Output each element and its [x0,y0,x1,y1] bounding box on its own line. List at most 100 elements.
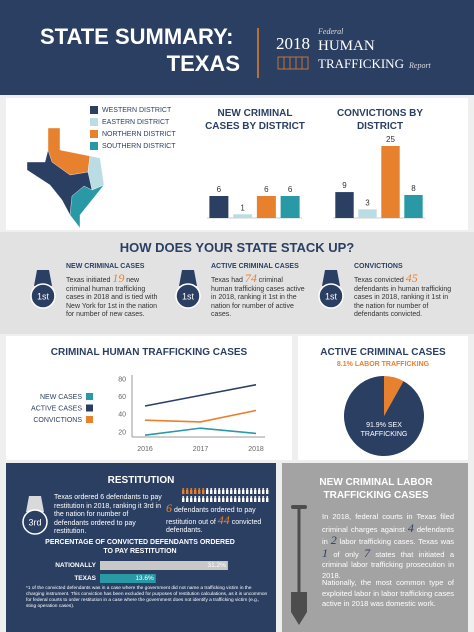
value-label: 6 [264,185,269,194]
heading: NEW CRIMINAL CASES [66,263,145,270]
pie-label: 91.9% SEX TRAFFICKING [356,421,412,439]
text: 1 [322,545,328,560]
person-icon [202,496,205,502]
x-tick-label: 2018 [248,446,264,453]
person-icon [266,488,269,494]
value-label: 6 [288,185,293,194]
texas-map [26,127,105,229]
person-icon [202,488,205,494]
person-icon [234,496,237,502]
text: convicted defendants. [166,518,262,535]
person-icon [190,488,193,494]
person-icon [206,488,209,494]
report-trafficking: TRAFFICKING [318,56,404,71]
value-label: 6 [217,185,222,194]
medal [22,270,344,535]
person-icon [262,496,265,502]
person-icon [206,496,209,502]
person-icon [246,488,249,494]
person-icon [238,496,241,502]
text: 44 [217,512,230,527]
bar [256,196,276,218]
person-icon [198,488,201,494]
text: 8.1% [336,361,353,368]
bar [209,196,229,218]
bar [100,561,228,570]
value-label: 3 [365,198,370,207]
text: defendants in [322,524,454,547]
chart-title: CONVICTIONS BY DISTRICT [336,108,424,132]
person-icon [198,496,201,502]
header-band [0,0,474,95]
paragraph: In 2018, federal courts in Texas filed c… [322,512,454,581]
text: defendants in human trafficking cases in… [354,285,452,319]
value-label: 31.2% [207,562,226,569]
person-icon [214,496,217,502]
legend-swatch [86,404,93,412]
person-icon [194,488,197,494]
section-title: RESTITUTION [107,475,175,486]
medal-rank: 1st [325,291,338,301]
value-label: 8 [411,184,416,193]
legend-swatch [86,416,93,423]
chart-title: ACTIVE CRIMINAL CASES [320,347,446,358]
value-label: 13.6% [135,575,154,582]
shovel-icon [291,505,307,625]
legend-swatch [90,118,98,126]
panel [282,463,468,632]
person-icon [258,488,261,494]
panel [6,336,292,460]
legend-swatch [90,130,98,138]
person-icon [230,496,233,502]
paragraph: Texas convicted 45 defendants in human t… [354,272,454,320]
person-icon [222,496,225,502]
report-label: Report [409,61,431,70]
paragraph: Texas ordered 6 defendants to pay restit… [54,494,162,536]
bar [280,196,300,218]
text: Texas initiated [66,277,113,284]
legend-label: SOUTHERN DISTRICT [102,143,176,150]
text: defendants ordered to pay restitution ou… [166,507,256,526]
bar [100,574,156,583]
panel [0,232,474,334]
person-icon [194,496,197,502]
text: Texas convicted [354,277,406,284]
pie-label: 8.1% LABOR TRAFFICKING [298,361,468,368]
pie-slice [384,376,404,416]
value-label: 25 [386,135,395,144]
text: SEX TRAFFICKING [360,422,408,438]
text: 19 [112,271,125,285]
legend-label: CONVICTIONS [33,417,82,424]
person-icon [210,488,213,494]
person-icon [254,496,257,502]
paragraph: Texas initiated 19 new criminal human tr… [66,271,160,320]
y-tick-label: 40 [118,412,126,419]
report-human: HUMAN [318,38,375,54]
person-icon [262,488,265,494]
text: criminal human trafficking cases active … [211,277,305,319]
paragraph: 6 defendants ordered to pay restitution … [166,502,274,536]
person-icon [186,488,189,494]
text: states that initiated a criminal labor t… [322,549,454,580]
person-icon [254,488,257,494]
legend-swatch [90,142,98,150]
paragraph: Texas had 74 criminal human trafficking … [211,271,305,320]
person-icon [238,488,241,494]
report-federal: Federal [318,27,344,36]
line [144,409,257,423]
text: LABOR TRAFFICKING [354,361,430,368]
legend-label: NORTHERN DISTRICT [102,131,176,138]
person-icon [190,496,193,502]
legend-swatch [86,393,93,400]
text: labor trafficking cases. Texas was [336,537,455,546]
medal-rank: 1st [37,291,50,301]
bar [233,214,253,218]
person-icon [246,496,249,502]
text: 2 [330,533,337,547]
value-label: 9 [342,181,347,190]
state: TEXAS [166,51,240,76]
category-label: TEXAS [74,575,96,582]
text: 74 [244,271,257,285]
